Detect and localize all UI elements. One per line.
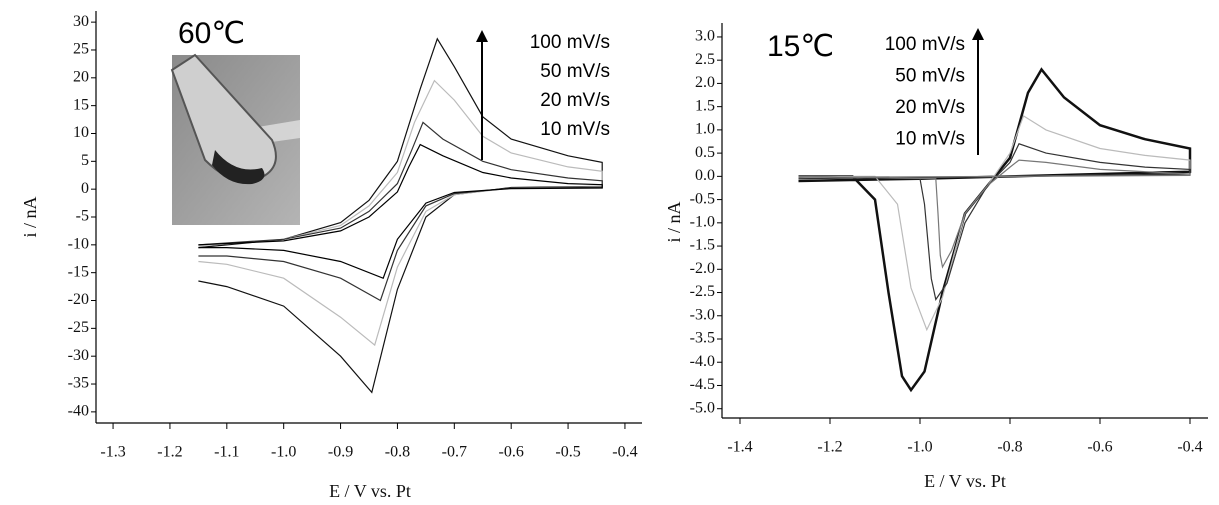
y-tick-label: -5 <box>76 208 89 225</box>
y-axis-label: i / nA <box>664 201 684 242</box>
y-tick-label: 1.5 <box>695 97 715 114</box>
x-axis-label: E / V vs. Pt <box>924 471 1006 491</box>
y-tick-label: 1.0 <box>695 121 715 138</box>
x-tick-label: -0.8 <box>997 439 1022 456</box>
y-tick-label: -2.5 <box>690 283 715 300</box>
legend-entry: 100 mV/s <box>530 32 610 53</box>
legend-entry: 20 mV/s <box>895 97 965 118</box>
cv-curve <box>798 67 1192 393</box>
cv-curve <box>798 159 1191 269</box>
y-tick-label: 5 <box>81 152 89 169</box>
y-tick-label: 2.0 <box>695 74 715 91</box>
x-tick-label: -0.5 <box>555 444 580 461</box>
y-tick-label: -15 <box>68 263 89 280</box>
x-tick-label: -1.3 <box>100 444 125 461</box>
cv-curve <box>798 143 1191 301</box>
y-tick-label: -3.5 <box>690 330 715 347</box>
y-tick-label: -4.0 <box>690 353 715 370</box>
x-tick-label: -1.0 <box>907 439 932 456</box>
x-tick-label: -1.2 <box>817 439 842 456</box>
y-axis-label: i / nA <box>20 196 40 237</box>
y-tick-label: -0.5 <box>690 190 715 207</box>
cv-curve <box>198 37 603 394</box>
x-tick-label: -0.9 <box>328 444 353 461</box>
annotation: 15℃ <box>767 30 834 63</box>
x-tick-label: -0.4 <box>1177 439 1202 456</box>
legend-entry: 10 mV/s <box>540 119 610 140</box>
y-tick-label: -35 <box>68 375 89 392</box>
x-axis-label: E / V vs. Pt <box>329 481 411 501</box>
y-tick-label: 10 <box>73 124 89 141</box>
annotation: 60℃ <box>178 17 245 50</box>
x-tick-label: -0.6 <box>499 444 524 461</box>
y-tick-label: -40 <box>68 403 89 420</box>
x-tick-label: -0.8 <box>385 444 410 461</box>
y-tick-label: 20 <box>73 68 89 85</box>
y-tick-label: -4.5 <box>690 376 715 393</box>
y-tick-label: 0.0 <box>695 167 715 184</box>
y-tick-label: -3.0 <box>690 306 715 323</box>
y-tick-label: -25 <box>68 319 89 336</box>
legend-arrowhead <box>972 28 984 40</box>
y-tick-label: 25 <box>73 41 89 58</box>
y-tick-label: -1.0 <box>690 213 715 230</box>
y-tick-label: -1.5 <box>690 237 715 254</box>
x-tick-label: -0.6 <box>1087 439 1112 456</box>
x-tick-label: -0.4 <box>612 444 637 461</box>
y-tick-label: -2.0 <box>690 260 715 277</box>
x-tick-label: -0.7 <box>442 444 467 461</box>
legend-entry: 50 mV/s <box>895 66 965 87</box>
inset-photo <box>170 53 300 225</box>
legend-entry: 50 mV/s <box>540 61 610 82</box>
x-tick-label: -1.4 <box>727 439 752 456</box>
y-tick-label: -5.0 <box>690 399 715 416</box>
y-tick-label: -10 <box>68 236 89 253</box>
legend-entry: 20 mV/s <box>540 90 610 111</box>
cv-curve <box>198 143 603 279</box>
y-tick-label: -20 <box>68 291 89 308</box>
cv-curve <box>198 121 603 302</box>
cv-curve <box>798 114 1191 332</box>
y-tick-label: -30 <box>68 347 89 364</box>
y-tick-label: 2.5 <box>695 51 715 68</box>
legend-entry: 100 mV/s <box>885 34 965 55</box>
y-tick-label: 3.0 <box>695 28 715 45</box>
x-tick-label: -1.2 <box>157 444 182 461</box>
y-tick-label: 30 <box>73 13 89 30</box>
legend-arrowhead <box>476 30 488 42</box>
legend-entry: 10 mV/s <box>895 129 965 150</box>
cv-curve <box>198 79 603 347</box>
x-tick-label: -1.0 <box>271 444 296 461</box>
y-tick-label: 0.5 <box>695 144 715 161</box>
y-tick-label: 15 <box>73 96 89 113</box>
y-tick-label: 0 <box>81 180 89 197</box>
x-tick-label: -1.1 <box>214 444 239 461</box>
